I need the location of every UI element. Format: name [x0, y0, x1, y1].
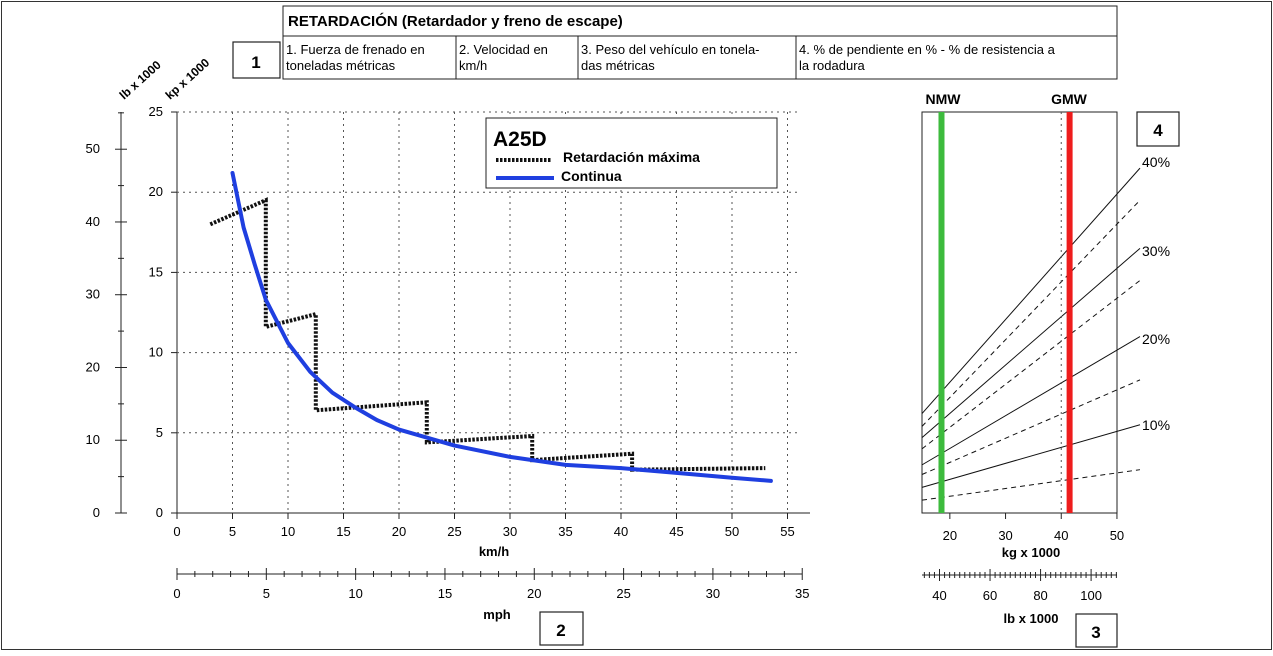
grade-line-25pct — [921, 280, 1141, 450]
header-box — [282, 5, 1118, 80]
mph-tick-label: 5 — [263, 586, 270, 601]
x-tick-label: 45 — [669, 524, 683, 539]
header-cell-1-line-1: 1. Fuerza de frenado en — [286, 42, 425, 57]
mph-tick-label: 30 — [706, 586, 720, 601]
header-cell-2-line-2: km/h — [459, 58, 487, 73]
lb-tick-label: 40 — [86, 214, 100, 229]
kg-axis-label: kg x 1000 — [1002, 545, 1061, 560]
header-cell-4-line-1: 4. % de pendiente en % - % de resistenci… — [799, 42, 1056, 57]
lb-tick-label: 20 — [86, 359, 100, 374]
x-tick-label: 10 — [281, 524, 295, 539]
grade-line-40pct — [921, 167, 1141, 414]
lb-tick-label: 60 — [983, 588, 997, 603]
legend-max-label: Retardación máxima — [563, 149, 700, 165]
box-3-number: 3 — [1091, 623, 1100, 642]
grade-chart-ticks: 20 30 40 50 — [943, 112, 1124, 543]
series-continua — [230, 171, 773, 483]
kg-tick-label: 50 — [1110, 528, 1124, 543]
grade-line-35pct — [921, 199, 1141, 427]
kg-tick-label: 40 — [1054, 528, 1068, 543]
legend: A25D Retardación máxima Continua — [485, 117, 778, 189]
box-3 — [1075, 613, 1118, 648]
x-tick-label: 25 — [447, 524, 461, 539]
lb-tick-label: 100 — [1080, 588, 1102, 603]
y-tick-label: 15 — [149, 264, 163, 279]
x-tick-label: 50 — [725, 524, 739, 539]
y-tick-label: 20 — [149, 184, 163, 199]
x-tick-label: 15 — [336, 524, 350, 539]
x-tick-label: 40 — [614, 524, 628, 539]
grade-chart-frame — [921, 111, 1118, 514]
lb-tick-label: 40 — [932, 588, 946, 603]
grade-label-30: 30% — [1142, 243, 1170, 259]
header-cell-4-line-2: la rodadura — [799, 58, 866, 73]
lb-tick-label: 30 — [86, 287, 100, 302]
box-1-number: 1 — [251, 53, 260, 72]
kg-tick-label: 20 — [943, 528, 957, 543]
kmh-axis-label: km/h — [479, 544, 509, 559]
x-tick-label: 0 — [173, 524, 180, 539]
grade-label-20: 20% — [1142, 331, 1170, 347]
x-tick-label: 20 — [392, 524, 406, 539]
box-2-number: 2 — [556, 621, 565, 640]
nmw-label: NMW — [926, 91, 962, 107]
main-ticks: 0 5 10 15 20 25 30 35 40 45 50 55 0 5 10 15 20 25 0 10 20 30 4… — [86, 104, 795, 539]
grade-line-30pct — [921, 247, 1141, 438]
y-tick-label: 5 — [156, 425, 163, 440]
mph-scale: mph 2 0 5 10 15 20 25 30 35 — [173, 568, 809, 646]
mph-tick-label: 10 — [348, 586, 362, 601]
kg-tick-label: 30 — [998, 528, 1012, 543]
x-tick-label: 35 — [558, 524, 572, 539]
lb-tick-label: 50 — [86, 141, 100, 156]
lb-tick-label: 80 — [1033, 588, 1047, 603]
box-4-number: 4 — [1153, 121, 1163, 140]
header-table: 1 RETARDACIÓN (Retardador y freno de esc… — [232, 5, 1118, 80]
lb-tick-label: 0 — [93, 505, 100, 520]
grade-chart: NMW GMW 4 20 30 40 50 kg x 1000 40 60 80 100 l… — [921, 91, 1180, 648]
x-tick-label: 30 — [503, 524, 517, 539]
mph-tick-label: 25 — [616, 586, 630, 601]
grade-line-10pct — [921, 424, 1141, 488]
y-tick-label: 0 — [156, 505, 163, 520]
legend-cont-label: Continua — [561, 168, 622, 184]
header-cell-1-line-2: toneladas métricas — [286, 58, 396, 73]
y-tick-label: 10 — [149, 345, 163, 360]
box-1 — [232, 41, 281, 79]
mph-tick-label: 15 — [438, 586, 452, 601]
grade-line-5pct — [921, 469, 1141, 501]
mph-tick-label: 20 — [527, 586, 541, 601]
x-tick-label: 5 — [229, 524, 236, 539]
legend-model: A25D — [493, 128, 547, 151]
grade-label-10: 10% — [1142, 417, 1170, 433]
grade-line-15pct — [921, 379, 1141, 475]
box-4 — [1136, 111, 1180, 147]
series-retardacion-maxima — [209, 197, 766, 472]
header-cell-3-line-1: 3. Peso del vehículo en tonela- — [581, 42, 760, 57]
lb-scale-label: lb x 1000 — [1004, 611, 1059, 626]
grade-lines — [921, 112, 1141, 513]
mph-axis-label: mph — [483, 607, 511, 622]
header-cell-3-line-2: das métricas — [581, 58, 655, 73]
header-cell-2-line-1: 2. Velocidad en — [459, 42, 548, 57]
grade-label-40: 40% — [1142, 154, 1170, 170]
header-title: RETARDACIÓN (Retardador y freno de escap… — [288, 12, 623, 30]
main-series — [209, 171, 773, 483]
lb-tick-label: 10 — [86, 432, 100, 447]
y-tick-label: 25 — [149, 104, 163, 119]
grade-line-20pct — [921, 336, 1141, 466]
box-2 — [539, 611, 584, 646]
mph-tick-label: 0 — [173, 586, 180, 601]
lb-scale-ticks: 40 60 80 100 — [923, 569, 1117, 603]
x-tick-label: 55 — [780, 524, 794, 539]
gmw-label: GMW — [1051, 91, 1088, 107]
mph-tick-label: 35 — [795, 586, 809, 601]
